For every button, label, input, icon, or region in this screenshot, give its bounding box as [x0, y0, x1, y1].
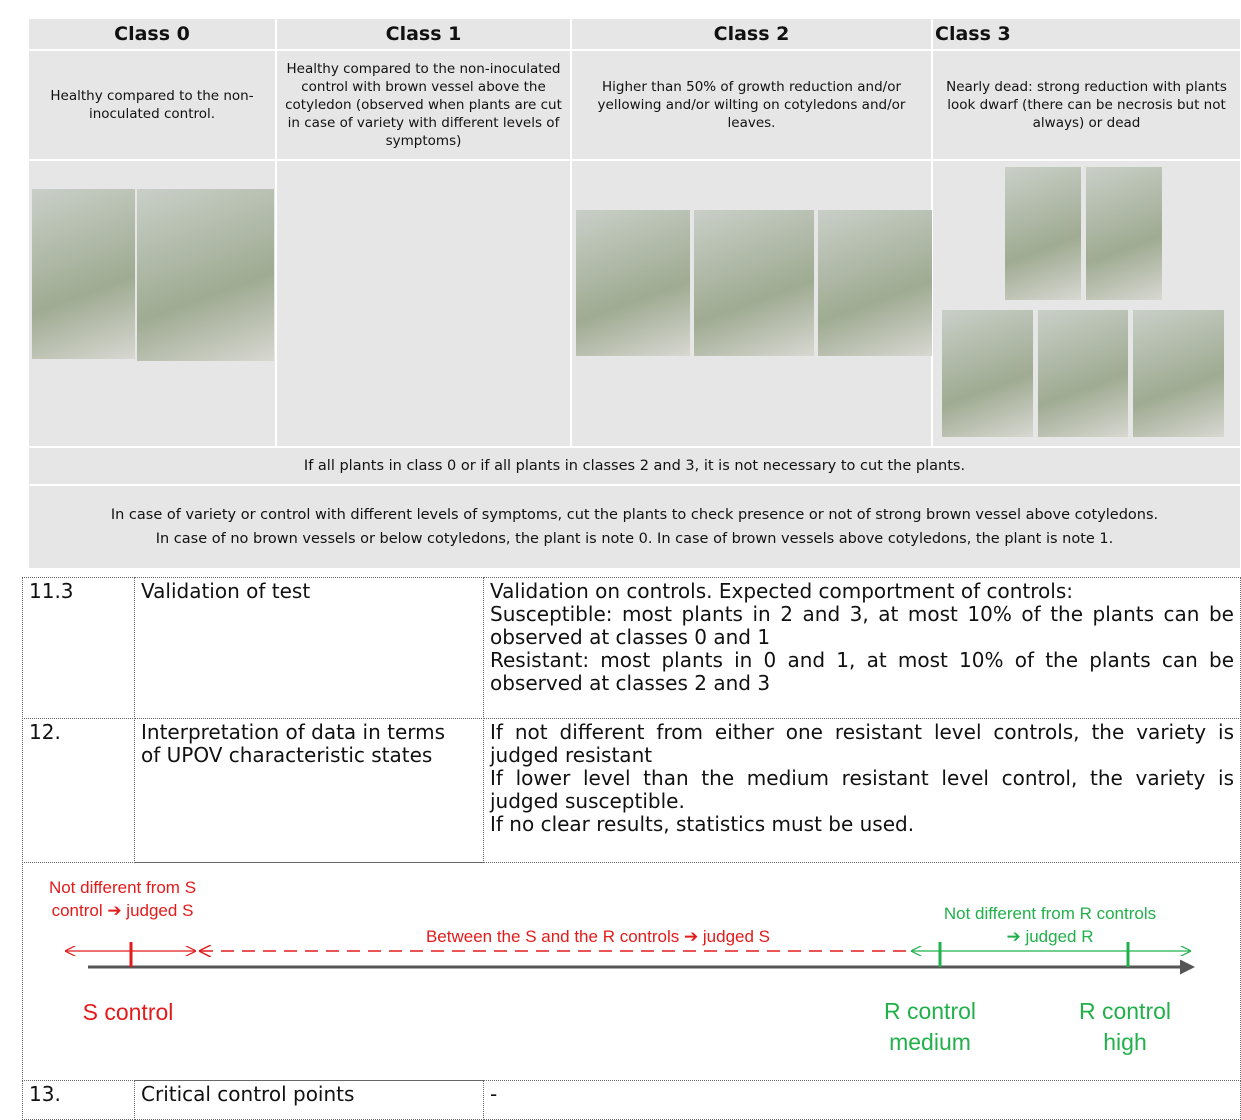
- row-number: 11.3: [22, 577, 135, 719]
- plant-photo: [1133, 310, 1224, 437]
- header-cell: Class 3: [932, 18, 1241, 50]
- plant-photo: [1086, 167, 1162, 300]
- note-text: In case of no brown vessels or below cot…: [155, 531, 1114, 547]
- plant-photo: [818, 210, 932, 356]
- note-cell: In case of variety or control with diffe…: [28, 485, 1241, 569]
- paragraph: If lower level than the medium resistant…: [490, 766, 1234, 813]
- row-content: If not different from either one resista…: [483, 718, 1241, 863]
- r-zone-label: Not different from R controls ➔ judged R: [943, 904, 1157, 946]
- plant-photo: [942, 310, 1033, 437]
- plant-photo: [576, 210, 690, 356]
- plant-photo: [32, 189, 135, 359]
- plant-photo: [1005, 167, 1081, 300]
- header-cell: Class 0: [28, 18, 276, 50]
- paragraph: If not different from either one resista…: [490, 720, 1234, 767]
- note-text: In case of variety or control with diffe…: [110, 507, 1159, 523]
- row-title: Critical control points: [134, 1080, 484, 1120]
- s-control-label: S control: [83, 999, 174, 1025]
- row-number: 13.: [22, 1080, 135, 1120]
- paragraph: Susceptible: most plants in 2 and 3, at …: [490, 602, 1234, 649]
- diagram: Not different from S control ➔ judged S …: [48, 878, 1195, 1055]
- row-title: Validation of test: [134, 577, 484, 719]
- description-cell: Healthy compared to the non-inoculated c…: [28, 50, 276, 160]
- row-content: Validation on controls. Expected comport…: [483, 577, 1241, 719]
- paragraph: Validation on controls. Expected comport…: [490, 579, 1074, 603]
- header-cell: Class 1: [276, 18, 571, 50]
- row-title: Interpretation of data in terms of UPOV …: [134, 718, 484, 863]
- description-cell: Higher than 50% of growth reduction and/…: [571, 50, 932, 160]
- note-cell: If all plants in class 0 or if all plant…: [28, 447, 1241, 485]
- description-cell: Nearly dead: strong reduction with plant…: [932, 50, 1241, 160]
- paragraph: If no clear results, statistics must be …: [490, 812, 915, 836]
- r-high-label: R control high: [1078, 998, 1172, 1055]
- row-content: -: [483, 1080, 1241, 1120]
- description-cell: Healthy compared to the non-inoculated c…: [276, 50, 571, 160]
- row-number: 12.: [22, 718, 135, 863]
- plant-photo: [137, 189, 274, 361]
- header-cell: Class 2: [571, 18, 932, 50]
- r-medium-label: R control medium: [883, 998, 977, 1055]
- classes-table: Class 0 Class 1 Class 2 Class 3 Healthy …: [28, 18, 1241, 569]
- plant-photo: [1038, 310, 1128, 437]
- s-zone-label: Not different from S control ➔ judged S: [48, 878, 197, 920]
- middle-zone-label: Between the S and the R controls ➔ judge…: [426, 927, 770, 946]
- paragraph: Resistant: most plants in 0 and 1, at mo…: [490, 648, 1234, 695]
- image-cell: [276, 160, 571, 447]
- plant-photo: [694, 210, 814, 356]
